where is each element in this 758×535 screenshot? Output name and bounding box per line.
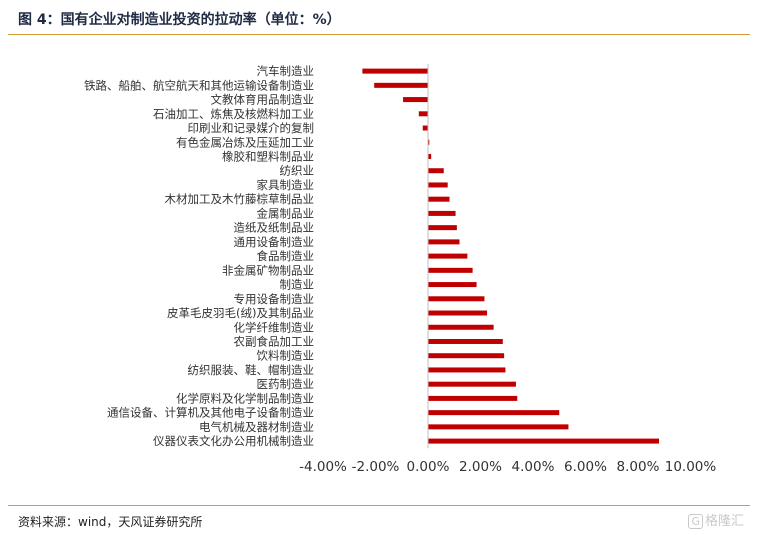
- bar: [428, 353, 505, 359]
- category-label: 化学纤维制造业: [234, 320, 315, 334]
- bar: [374, 82, 428, 88]
- figure-title: 图 4：国有企业对制造业投资的拉动率（单位：%）: [18, 12, 341, 28]
- category-label: 金属制品业: [257, 206, 315, 220]
- watermark-logo-icon: G: [688, 514, 703, 529]
- category-label: 有色金属冶炼及压延加工业: [176, 135, 314, 149]
- category-label: 纺织服装、鞋、帽制造业: [188, 363, 315, 377]
- source-note: 资料来源：wind，天风证券研究所: [18, 515, 203, 529]
- category-label: 造纸及纸制品业: [234, 221, 315, 235]
- category-label: 非金属矿物制品业: [222, 263, 314, 277]
- bar: [428, 410, 560, 416]
- bar: [428, 196, 450, 202]
- category-label: 汽车制造业: [257, 64, 315, 78]
- bar: [428, 310, 488, 316]
- bar: [428, 139, 430, 145]
- category-label: 电气机械及器材制造业: [199, 420, 314, 434]
- bar: [428, 168, 444, 174]
- title-divider: [8, 34, 750, 35]
- bar: [428, 424, 569, 430]
- x-tick-label: 6.00%: [564, 459, 607, 475]
- bar: [428, 267, 473, 273]
- category-label: 饮料制造业: [257, 349, 315, 363]
- bar: [428, 282, 477, 288]
- category-label: 通用设备制造业: [234, 235, 315, 249]
- watermark: G 格隆汇: [688, 510, 744, 529]
- bar: [428, 296, 485, 302]
- watermark-text: 格隆汇: [704, 514, 744, 529]
- category-label: 铁路、船舶、航空航天和其他运输设备制造业: [84, 78, 314, 92]
- x-tick-label: -2.00%: [352, 459, 400, 475]
- bar: [362, 68, 428, 74]
- category-label: 仪器仪表文化办公用机械制造业: [153, 434, 314, 448]
- category-label: 专用设备制造业: [234, 292, 315, 306]
- bar: [428, 182, 448, 188]
- category-label: 家具制造业: [257, 178, 315, 192]
- category-label: 印刷业和记录媒介的复制: [188, 121, 315, 135]
- category-label: 纺织业: [280, 164, 315, 178]
- bar: [428, 338, 503, 344]
- bar: [428, 438, 659, 444]
- x-tick-label: 0.00%: [407, 459, 450, 475]
- category-label: 皮革毛皮羽毛(绒)及其制品业: [167, 306, 314, 320]
- bar-chart: 汽车制造业铁路、船舶、航空航天和其他运输设备制造业文教体育用品制造业石油加工、炼…: [84, 64, 717, 475]
- category-label: 食品制造业: [257, 249, 315, 263]
- x-tick-label: 4.00%: [512, 459, 555, 475]
- category-label: 文教体育用品制造业: [211, 93, 315, 107]
- x-tick-label: 8.00%: [617, 459, 660, 475]
- bar: [428, 395, 518, 401]
- category-label: 木材加工及木竹藤棕草制品业: [165, 192, 315, 206]
- bar: [418, 111, 428, 117]
- bar: [428, 153, 432, 159]
- bar: [428, 381, 516, 387]
- footer-divider: [8, 505, 750, 506]
- category-label: 化学原料及化学制品制造业: [176, 391, 314, 405]
- category-label: 通信设备、计算机及其他电子设备制造业: [107, 406, 314, 420]
- x-tick-label: 10.00%: [665, 459, 717, 475]
- bar: [422, 125, 428, 131]
- x-tick-label: 2.00%: [459, 459, 502, 475]
- category-label: 医药制造业: [257, 377, 315, 391]
- bar: [403, 97, 428, 103]
- category-label: 制造业: [280, 278, 315, 292]
- bar: [428, 367, 506, 373]
- bar: [428, 225, 457, 231]
- bar: [428, 253, 468, 259]
- x-tick-label: -4.00%: [299, 459, 347, 475]
- category-label: 农副食品加工业: [234, 334, 315, 348]
- category-label: 石油加工、炼焦及核燃料加工业: [153, 107, 314, 121]
- bar: [428, 210, 456, 216]
- bar: [428, 324, 494, 330]
- category-label: 橡胶和塑料制品业: [222, 149, 314, 163]
- bar: [428, 239, 460, 245]
